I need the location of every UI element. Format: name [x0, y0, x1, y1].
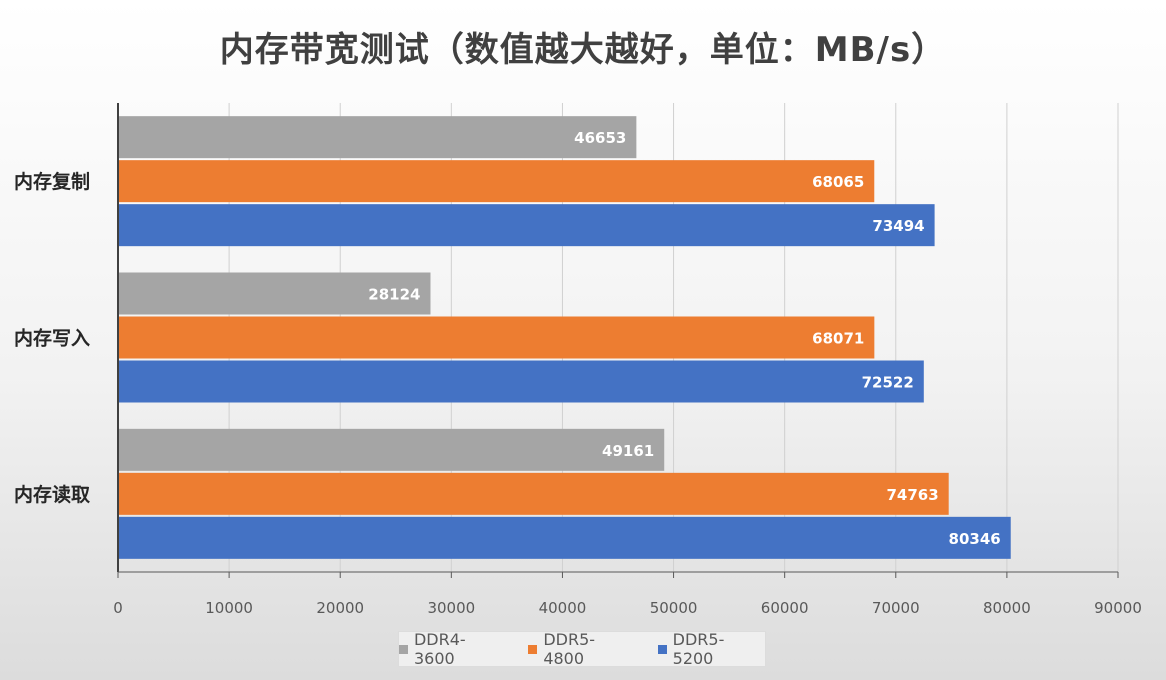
chart-title: 内存带宽测试（数值越大越好，单位：MB/s） — [219, 30, 947, 70]
bar-ddr5-5200 — [119, 516, 1011, 559]
chart-legend: DDR4-3600 DDR5-4800 DDR5-5200 — [398, 630, 766, 668]
x-tick-label: 50000 — [650, 599, 698, 617]
category-label: 内存复制 — [14, 170, 90, 193]
legend-item-ddr5-5200: DDR5-5200 — [657, 630, 765, 668]
bar-ddr5-4800 — [119, 316, 875, 359]
x-tick-label: 90000 — [1094, 599, 1142, 617]
data-label: 68065 — [812, 173, 864, 191]
data-label: 72522 — [862, 374, 914, 392]
legend-swatch-ddr4-3600 — [399, 644, 408, 654]
x-tick-label: 70000 — [872, 599, 920, 617]
x-tick-label: 30000 — [427, 599, 475, 617]
bar-ddr5-4800 — [119, 160, 875, 203]
legend-label-ddr5-5200: DDR5-5200 — [672, 630, 725, 668]
data-label: 46653 — [574, 129, 626, 147]
x-tick-label: 20000 — [316, 599, 364, 617]
legend-item-ddr4-3600: DDR4-3600 — [399, 630, 506, 668]
x-tick-label: 60000 — [761, 599, 809, 617]
data-label: 49161 — [602, 442, 654, 460]
data-label: 73494 — [872, 217, 924, 235]
category-label: 内存写入 — [14, 327, 90, 350]
legend-label-ddr4-3600: DDR4-3600 — [413, 630, 466, 668]
x-tick-label: 80000 — [983, 599, 1031, 617]
legend-label-ddr5-4800: DDR5-4800 — [543, 630, 596, 668]
data-label: 80346 — [949, 530, 1001, 548]
bar-ddr5-5200 — [119, 360, 924, 403]
legend-item-ddr5-4800: DDR5-4800 — [528, 630, 635, 668]
data-label: 68071 — [812, 330, 864, 348]
legend-swatch-ddr5-4800 — [528, 644, 538, 654]
category-label: 内存读取 — [14, 483, 90, 506]
x-tick-label: 10000 — [205, 599, 253, 617]
x-tick-label: 0 — [113, 599, 123, 617]
data-label: 74763 — [887, 486, 939, 504]
x-tick-label: 40000 — [539, 599, 587, 617]
bar-ddr5-5200 — [119, 204, 935, 247]
legend-swatch-ddr5-5200 — [657, 644, 667, 654]
bar-ddr4-3600 — [119, 116, 637, 159]
bar-ddr5-4800 — [119, 472, 949, 515]
data-label: 28124 — [368, 286, 420, 304]
bar-ddr4-3600 — [119, 272, 431, 315]
bar-ddr4-3600 — [119, 428, 665, 471]
